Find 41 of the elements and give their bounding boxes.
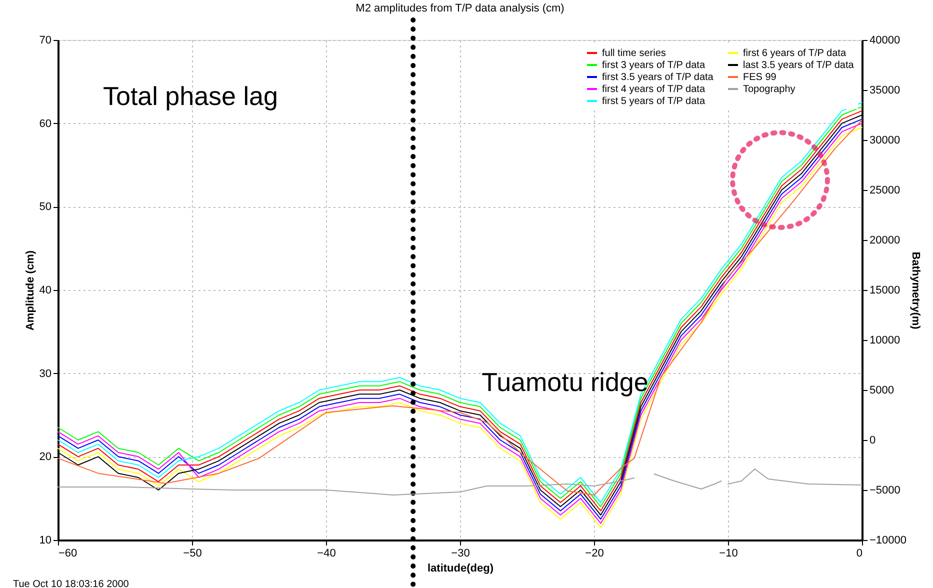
x-tick-label: −50 — [183, 548, 202, 560]
y2-tick-label: 5000 — [870, 384, 894, 396]
x-tick-label: −40 — [317, 548, 336, 560]
y2-tick-label: 25000 — [870, 184, 900, 196]
x-tick-label: −60 — [58, 548, 78, 560]
y-axis-title: Amplitude (cm) — [24, 250, 36, 331]
y-tick-label: 70 — [39, 34, 52, 46]
y-tick-label: 20 — [39, 451, 52, 464]
legend-label: first 6 years of T/P data — [743, 48, 846, 59]
y2-tick-label: 40000 — [870, 34, 900, 46]
legend-label: first 5 years of T/P data — [602, 96, 706, 107]
y2-tick-label: 10000 — [870, 334, 900, 346]
x-axis-title: latitude(deg) — [428, 562, 494, 574]
y-tick-label: 10 — [39, 534, 52, 546]
legend-label: FES 99 — [743, 72, 777, 83]
legend-label: first 3.5 years of T/P data — [602, 72, 714, 83]
legend-label: first 4 years of T/P data — [602, 84, 706, 95]
y2-tick-label: 20000 — [870, 234, 900, 246]
legend-label: Topography — [743, 84, 796, 95]
annotation: Tuamotu ridge — [482, 367, 648, 397]
x-tick-label: −10 — [719, 548, 738, 560]
text: Tue Oct 10 18:03:16 2000 — [13, 579, 130, 588]
x-tick-label: 0 — [856, 548, 862, 560]
y2-axis-title: Bathymetry(m) — [910, 252, 922, 330]
y-tick-label: 40 — [39, 284, 52, 296]
x-tick-label: −30 — [451, 548, 470, 560]
legend-label: full time series — [602, 48, 666, 59]
y2-tick-label: 0 — [870, 434, 876, 446]
y2-tick-label: −10000 — [870, 534, 907, 546]
y2-tick-label: 30000 — [870, 134, 900, 146]
legend-label: last 3.5 years of T/P data — [743, 60, 854, 71]
x-tick-label: −20 — [585, 548, 604, 560]
annotation: Total phase lag — [103, 81, 278, 111]
chart-title: M2 amplitudes from T/P data analysis (cm) — [356, 2, 564, 14]
y-tick-label: 50 — [39, 201, 52, 214]
y2-tick-label: 15000 — [870, 284, 900, 296]
y-tick-label: 30 — [39, 368, 52, 380]
y2-tick-label: −5000 — [870, 484, 900, 496]
legend-label: first 3 years of T/P data — [602, 60, 706, 71]
y2-tick-label: 35000 — [870, 84, 900, 96]
y-tick-label: 60 — [39, 118, 52, 130]
